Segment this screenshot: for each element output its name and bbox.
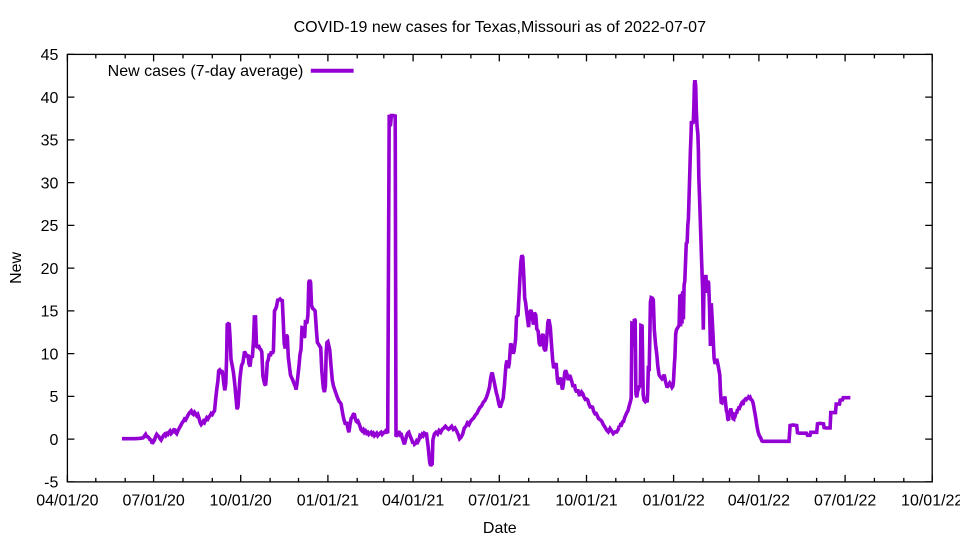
svg-text:35: 35 <box>41 133 59 150</box>
svg-text:04/01/22: 04/01/22 <box>728 493 790 510</box>
svg-text:25: 25 <box>41 218 59 235</box>
svg-text:07/01/20: 07/01/20 <box>122 493 184 510</box>
svg-text:10/01/21: 10/01/21 <box>555 493 617 510</box>
svg-text:01/01/22: 01/01/22 <box>642 493 704 510</box>
svg-text:-5: -5 <box>44 475 58 492</box>
svg-text:04/01/21: 04/01/21 <box>382 493 444 510</box>
svg-text:30: 30 <box>41 175 59 192</box>
svg-text:10: 10 <box>41 346 59 363</box>
svg-text:Date: Date <box>483 520 517 537</box>
svg-text:04/01/20: 04/01/20 <box>36 493 98 510</box>
svg-text:07/01/22: 07/01/22 <box>814 493 876 510</box>
svg-text:10/01/20: 10/01/20 <box>210 493 272 510</box>
svg-text:07/01/21: 07/01/21 <box>468 493 530 510</box>
svg-text:COVID-19 new cases for Texas,M: COVID-19 new cases for Texas,Missouri as… <box>294 19 706 36</box>
svg-text:20: 20 <box>41 261 59 278</box>
svg-text:01/01/21: 01/01/21 <box>297 493 359 510</box>
svg-text:45: 45 <box>41 47 59 64</box>
svg-text:0: 0 <box>49 432 58 449</box>
svg-text:40: 40 <box>41 90 59 107</box>
svg-text:10/01/22: 10/01/22 <box>901 493 960 510</box>
svg-text:15: 15 <box>41 304 59 321</box>
svg-text:New cases (7-day average): New cases (7-day average) <box>108 63 304 80</box>
svg-text:5: 5 <box>49 389 58 406</box>
svg-text:New: New <box>8 251 25 283</box>
